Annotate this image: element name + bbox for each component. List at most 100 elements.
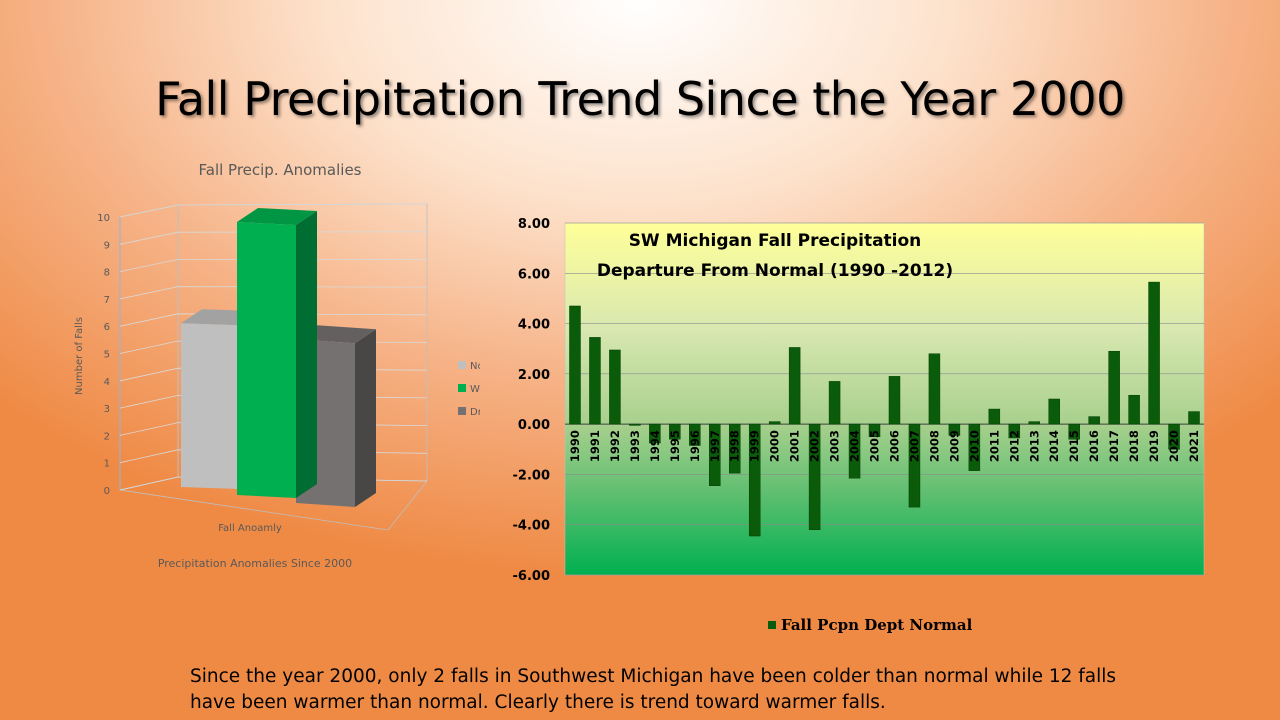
chart1-y-tick-label: 8: [104, 268, 110, 279]
chart2-y-tick-label: 6.00: [518, 267, 550, 282]
bar-side-face: [296, 211, 317, 498]
chart1-y-tick-label: 10: [97, 213, 110, 224]
legend-swatch-dry: [458, 407, 466, 415]
legend-label-dry: Dry: [470, 407, 480, 418]
chart1-xlabel: Precipitation Anomalies Since 2000: [158, 557, 352, 570]
chart1-gridline: [119, 286, 428, 300]
chart2-x-label: 1990: [568, 430, 582, 462]
chart2-bar-2010: [968, 423, 981, 471]
chart2-gridlines: [565, 222, 1204, 576]
slide-title: Fall Precipitation Trend Since the Year …: [155, 72, 1125, 126]
chart2-x-label: 2014: [1047, 430, 1061, 462]
chart1-category-label: Fall Anoamly: [218, 523, 282, 534]
chart2-x-label: 2016: [1087, 430, 1101, 462]
chart1-gridline: [119, 231, 428, 245]
chart1-gridline: [119, 203, 428, 218]
chart2-bar-2016: [1088, 416, 1100, 425]
chart2-bar-1993: [629, 423, 641, 426]
chart2-x-label: 1991: [588, 430, 602, 462]
chart2-x-label: 2020: [1167, 430, 1181, 462]
chart1-bar-wet: [237, 208, 317, 498]
chart1-y-tick-label: 1: [104, 459, 110, 470]
chart1-y-tick-label: 2: [104, 431, 110, 442]
chart2-x-label: 1992: [608, 430, 622, 462]
chart2-y-tick-label: 2.00: [518, 368, 550, 383]
chart2-bar-2017: [1108, 350, 1120, 425]
chart1-ylabel: Number of Falls: [74, 317, 85, 395]
chart2-bar-1996: [689, 423, 701, 446]
chart2-bar-2009: [948, 423, 961, 436]
chart2-bar-1991: [589, 337, 601, 425]
bar-front-face: [237, 222, 296, 498]
chart1-y-tick-label: 7: [104, 295, 110, 306]
chart2-y-tick-label: -6.00: [513, 569, 550, 584]
chart2-bar-2020: [1168, 423, 1180, 450]
chart1-bars: [181, 208, 376, 507]
chart2-bar-1990: [569, 305, 581, 425]
chart2-x-label: 2001: [788, 430, 802, 462]
chart2-x-label: 2011: [987, 430, 1001, 462]
chart2-bar-2018: [1128, 394, 1140, 425]
chart2-x-label: 2015: [1067, 430, 1081, 462]
chart2-x-label: 2009: [947, 430, 961, 462]
chart2-bar-2007: [908, 423, 921, 508]
chart2-x-label: 1996: [688, 430, 702, 462]
chart2-bars: [569, 281, 1200, 537]
chart1-y-ticks: 0 1 2 3 4 5 6 7 8 9 10: [97, 213, 110, 497]
chart2-bar-1997: [709, 423, 721, 486]
legend-label-dept: Fall Pcpn Dept Normal: [781, 616, 973, 634]
chart2-x-label: 1998: [728, 430, 742, 462]
chart2-x-label: 1994: [648, 430, 662, 462]
chart2-x-label: 1997: [708, 430, 722, 462]
chart2-x-label: 1999: [748, 430, 762, 462]
chart2-x-label: 2018: [1127, 430, 1141, 462]
chart2-x-label: 2003: [828, 430, 842, 462]
chart2-bar-2004: [848, 423, 861, 479]
chart1-y-tick-label: 9: [104, 240, 110, 251]
chart2-x-label: 2012: [1007, 430, 1021, 462]
chart2-x-label: 1995: [668, 430, 682, 462]
chart2-bar-2011: [988, 408, 1001, 425]
chart2-x-label: 2004: [848, 430, 862, 462]
chart2-y-tick-label: -4.00: [513, 519, 550, 534]
legend-swatch-dept: [768, 621, 776, 629]
bar-front-face: [181, 323, 239, 489]
departure-bar-chart: 8.00 6.00 4.00 2.00 0.00 -2.00 -4.00 -6.00 1990…: [513, 217, 1205, 634]
chart2-x-label: 2002: [808, 430, 822, 462]
chart2-subtitle: Departure From Normal (1990 -2012): [597, 261, 953, 281]
bar-side-face: [355, 329, 376, 507]
chart2-x-label: 2021: [1187, 430, 1201, 462]
chart2-bar-1992: [609, 349, 621, 425]
chart2-x-label: 2010: [967, 430, 981, 462]
chart2-bar-2000: [768, 421, 781, 425]
chart2-bar-2019: [1148, 281, 1160, 425]
anomalies-3d-chart: Fall Precip. Anomalies 0 1 2 3 4 5 6 7 8 9 10 Numb…: [74, 161, 480, 570]
chart2-bar-2006: [888, 376, 901, 425]
chart2-x-label: 2019: [1147, 430, 1161, 462]
chart2-bar-1998: [728, 423, 741, 474]
chart2-x-label: 2007: [907, 430, 921, 462]
chart1-gridlines: [119, 203, 428, 491]
chart1-y-tick-label: 5: [104, 350, 110, 361]
legend-swatch-wet: [458, 384, 466, 392]
chart2-bar-1999: [748, 423, 761, 537]
chart2-y-tick-label: 4.00: [518, 318, 550, 333]
chart1-title: Fall Precip. Anomalies: [199, 161, 362, 179]
chart2-y-ticks: 8.00 6.00 4.00 2.00 0.00 -2.00 -4.00 -6.00: [513, 217, 550, 584]
chart2-bar-2005: [868, 423, 881, 437]
chart2-x-labels: 1990 1991 1992 1993 1994 1995 1996 1997 1998 1999…: [568, 430, 1201, 462]
legend-label-normal: Normal: [470, 361, 480, 372]
chart2-y-tick-label: 0.00: [518, 418, 550, 433]
chart2-x-label: 2017: [1107, 430, 1121, 462]
chart2-y-tick-label: 8.00: [518, 217, 550, 232]
chart2-plot-area: [564, 222, 1205, 576]
chart2-x-label: 2013: [1027, 430, 1041, 462]
chart2-bar-2015: [1068, 423, 1080, 440]
chart2-bar-2001: [788, 347, 801, 425]
chart2-title: SW Michigan Fall Precipitation: [629, 231, 922, 251]
chart2-x-label: 1993: [628, 430, 642, 462]
slide-caption: Since the year 2000, only 2 falls in Sou…: [190, 666, 1117, 713]
chart1-legend: Normal Wet Dry: [458, 361, 480, 418]
chart2-bar-2008: [928, 353, 941, 425]
chart2-x-label: 2006: [887, 430, 901, 462]
